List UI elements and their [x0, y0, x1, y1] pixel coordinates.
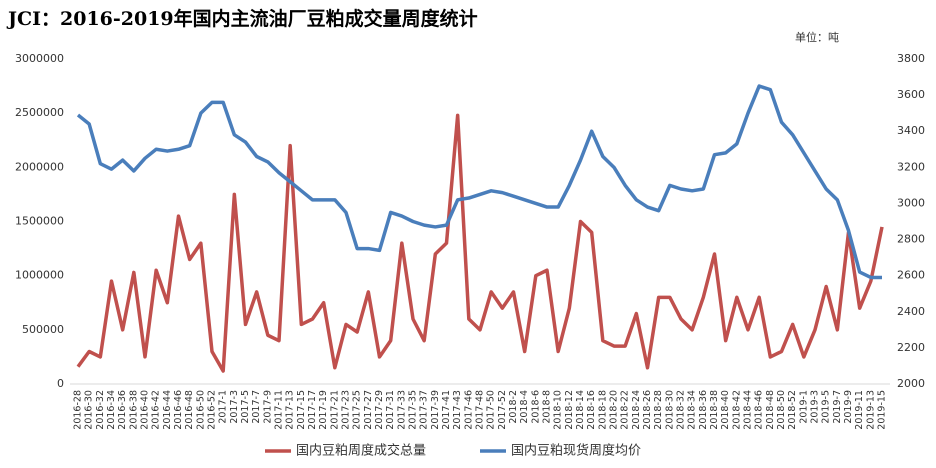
x-tick-label: 2016-28: [73, 390, 84, 430]
x-tick-label: 2018-52: [787, 390, 798, 430]
y2-tick-label: 2400: [897, 305, 925, 318]
x-tick-label: 2018-18: [597, 390, 608, 430]
x-tick-label: 2018-26: [642, 390, 653, 430]
x-tick-label: 2018-32: [676, 390, 687, 430]
x-tick-label: 2018-34: [687, 390, 698, 430]
x-tick-label: 2017-9: [262, 390, 273, 424]
x-tick-label: 2019-9: [843, 390, 854, 424]
x-tick-label: 2018-36: [698, 390, 709, 430]
x-tick-label: 2016-50: [195, 390, 206, 430]
data-line: [76, 113, 884, 373]
x-tick-label: 2018-16: [586, 390, 597, 430]
x-tick-label: 2016-34: [106, 390, 117, 430]
x-tick-label: 2017-43: [452, 390, 463, 430]
x-tick-label: 2018-38: [709, 390, 720, 430]
x-tick-label: 2016-38: [128, 390, 139, 430]
legend-label: 国内豆粕现货周度均价: [511, 443, 641, 459]
x-tick-label: 2018-30: [664, 390, 675, 430]
y-tick-label: 500000: [22, 323, 64, 336]
x-tick-label: 2016-48: [184, 390, 195, 430]
x-tick-label: 2018-14: [575, 390, 586, 430]
y2-tick-label: 3400: [897, 124, 925, 137]
x-tick-label: 2017-21: [329, 390, 340, 430]
x-tick-label: 2017-7: [251, 390, 262, 424]
x-tick-label: 2018-40: [720, 390, 731, 430]
unit-note: 单位：吨: [795, 30, 839, 44]
y2-tick-label: 3000: [897, 196, 925, 209]
x-tick-label: 2017-41: [441, 390, 452, 430]
x-tick-label: 2018-46: [754, 390, 765, 430]
x-tick-label: 2017-35: [408, 390, 419, 430]
x-tick-label: 2018-20: [609, 390, 620, 430]
x-tick-label: 2017-3: [229, 390, 240, 424]
x-tick-label: 2017-46: [463, 390, 474, 430]
y-tick-label: 3000000: [15, 52, 64, 65]
x-tick-label: 2017-33: [396, 390, 407, 430]
x-tick-label: 2017-27: [363, 390, 374, 430]
x-tick-label: 2017-52: [497, 390, 508, 430]
y2-tick-label: 3200: [897, 160, 925, 173]
x-tick-label: 2019-5: [821, 390, 832, 424]
x-tick-label: 2017-5: [240, 390, 251, 424]
y-tick-label: 0: [57, 377, 64, 390]
x-tick-label: 2018-24: [631, 390, 642, 430]
y2-tick-label: 3800: [897, 52, 925, 65]
y2-tick-label: 2800: [897, 233, 925, 246]
y-tick-label: 2000000: [15, 160, 64, 173]
x-tick-label: 2017-31: [385, 390, 396, 430]
y2-tick-label: 2000: [897, 377, 925, 390]
x-tick-label: 2019-7: [832, 390, 843, 424]
x-tick-label: 2018-48: [765, 390, 776, 430]
x-tick-label: 2017-1: [218, 390, 229, 424]
x-tick-label: 2016-52: [207, 390, 218, 430]
y-tick-label: 2500000: [15, 106, 64, 119]
x-tick-label: 2018-10: [553, 390, 564, 430]
x-tick-label: 2016-36: [117, 390, 128, 430]
x-tick-label: 2017-17: [307, 390, 318, 430]
x-tick-label: 2018-42: [731, 390, 742, 430]
x-tick-label: 2018-44: [743, 390, 754, 430]
x-tick-label: 2017-39: [430, 390, 441, 430]
x-tick-label: 2017-48: [475, 390, 486, 430]
x-tick-label: 2019-1: [798, 390, 809, 424]
x-tick-label: 2016-30: [84, 390, 95, 430]
y2-tick-label: 2600: [897, 269, 925, 282]
x-tick-label: 2016-44: [162, 390, 173, 430]
x-tick-label: 2016-42: [151, 390, 162, 430]
x-tick-label: 2017-15: [296, 390, 307, 430]
x-tick-label: 2018-8: [542, 390, 553, 424]
x-tick-label: 2019-11: [854, 390, 865, 430]
x-tick-label: 2018-12: [564, 390, 575, 430]
x-tick-label: 2017-25: [352, 390, 363, 430]
x-tick-label: 2019-15: [877, 390, 888, 430]
y2-tick-label: 2200: [897, 341, 925, 354]
x-tick-label: 2016-46: [173, 390, 184, 430]
legend-label: 国内豆粕周度成交总量: [296, 443, 426, 459]
chart-title: JCI：2016-2019年国内主流油厂豆粕成交量周度统计: [6, 7, 478, 30]
data-line: [76, 84, 882, 280]
x-tick-label: 2016-32: [95, 390, 106, 430]
x-tick-label: 2016-40: [140, 390, 151, 430]
x-tick-label: 2017-50: [486, 390, 497, 430]
x-tick-label: 2017-29: [374, 390, 385, 430]
x-tick-label: 2018-4: [519, 390, 530, 424]
x-tick-label: 2018-2: [508, 390, 519, 424]
y-tick-label: 1000000: [15, 269, 64, 282]
x-tick-label: 2017-19: [318, 390, 329, 430]
x-tick-label: 2017-37: [419, 390, 430, 430]
x-tick-label: 2019-13: [865, 390, 876, 430]
x-tick-label: 2017-11: [274, 390, 285, 430]
x-tick-label: 2018-50: [776, 390, 787, 430]
x-tick-label: 2018-22: [620, 390, 631, 430]
x-tick-label: 2018-28: [653, 390, 664, 430]
x-tick-label: 2019-3: [810, 390, 821, 424]
x-tick-label: 2018-6: [530, 390, 541, 424]
y2-tick-label: 3600: [897, 88, 925, 101]
x-tick-label: 2017-13: [285, 390, 296, 430]
y-tick-label: 1500000: [15, 215, 64, 228]
x-tick-label: 2017-23: [341, 390, 352, 430]
